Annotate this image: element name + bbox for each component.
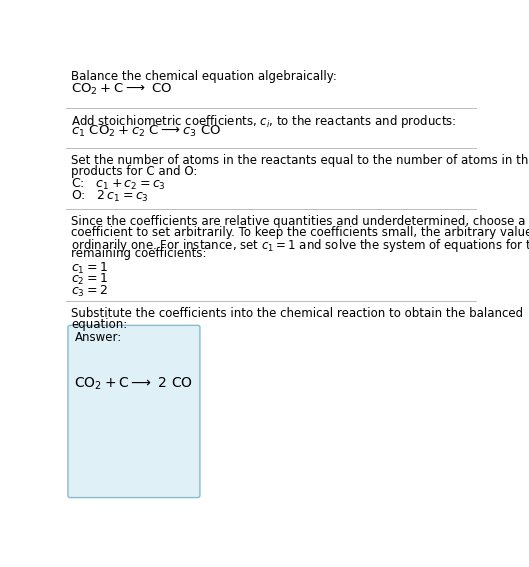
Text: ordinarily one. For instance, set $c_1 = 1$ and solve the system of equations fo: ordinarily one. For instance, set $c_1 =… — [71, 236, 529, 253]
FancyBboxPatch shape — [68, 325, 200, 498]
Text: Add stoichiometric coefficients, $c_i$, to the reactants and products:: Add stoichiometric coefficients, $c_i$, … — [71, 113, 457, 130]
Text: C:   $c_1 + c_2 = c_3$: C: $c_1 + c_2 = c_3$ — [71, 176, 166, 192]
Text: Since the coefficients are relative quantities and underdetermined, choose a: Since the coefficients are relative quan… — [71, 215, 525, 228]
Text: Set the number of atoms in the reactants equal to the number of atoms in the: Set the number of atoms in the reactants… — [71, 154, 529, 167]
Text: $\mathrm{CO_2 + C \longrightarrow\ 2\ CO}$: $\mathrm{CO_2 + C \longrightarrow\ 2\ CO… — [75, 375, 194, 392]
Text: Answer:: Answer: — [75, 331, 122, 344]
Text: O:   $2\,c_1 = c_3$: O: $2\,c_1 = c_3$ — [71, 189, 149, 204]
Text: Substitute the coefficients into the chemical reaction to obtain the balanced: Substitute the coefficients into the che… — [71, 307, 523, 320]
Text: coefficient to set arbitrarily. To keep the coefficients small, the arbitrary va: coefficient to set arbitrarily. To keep … — [71, 226, 529, 239]
Text: Balance the chemical equation algebraically:: Balance the chemical equation algebraica… — [71, 70, 337, 83]
Text: $c_3 = 2$: $c_3 = 2$ — [71, 284, 108, 299]
Text: equation:: equation: — [71, 318, 127, 331]
Text: $c_2 = 1$: $c_2 = 1$ — [71, 272, 108, 287]
Text: products for C and O:: products for C and O: — [71, 165, 197, 178]
Text: $c_1\ \mathrm{CO_2} + c_2\ \mathrm{C} \longrightarrow c_3\ \mathrm{CO}$: $c_1\ \mathrm{CO_2} + c_2\ \mathrm{C} \l… — [71, 124, 221, 139]
Text: remaining coefficients:: remaining coefficients: — [71, 247, 206, 260]
Text: $c_1 = 1$: $c_1 = 1$ — [71, 261, 108, 276]
Text: $\mathrm{CO_2 + C \longrightarrow\ CO}$: $\mathrm{CO_2 + C \longrightarrow\ CO}$ — [71, 82, 172, 97]
